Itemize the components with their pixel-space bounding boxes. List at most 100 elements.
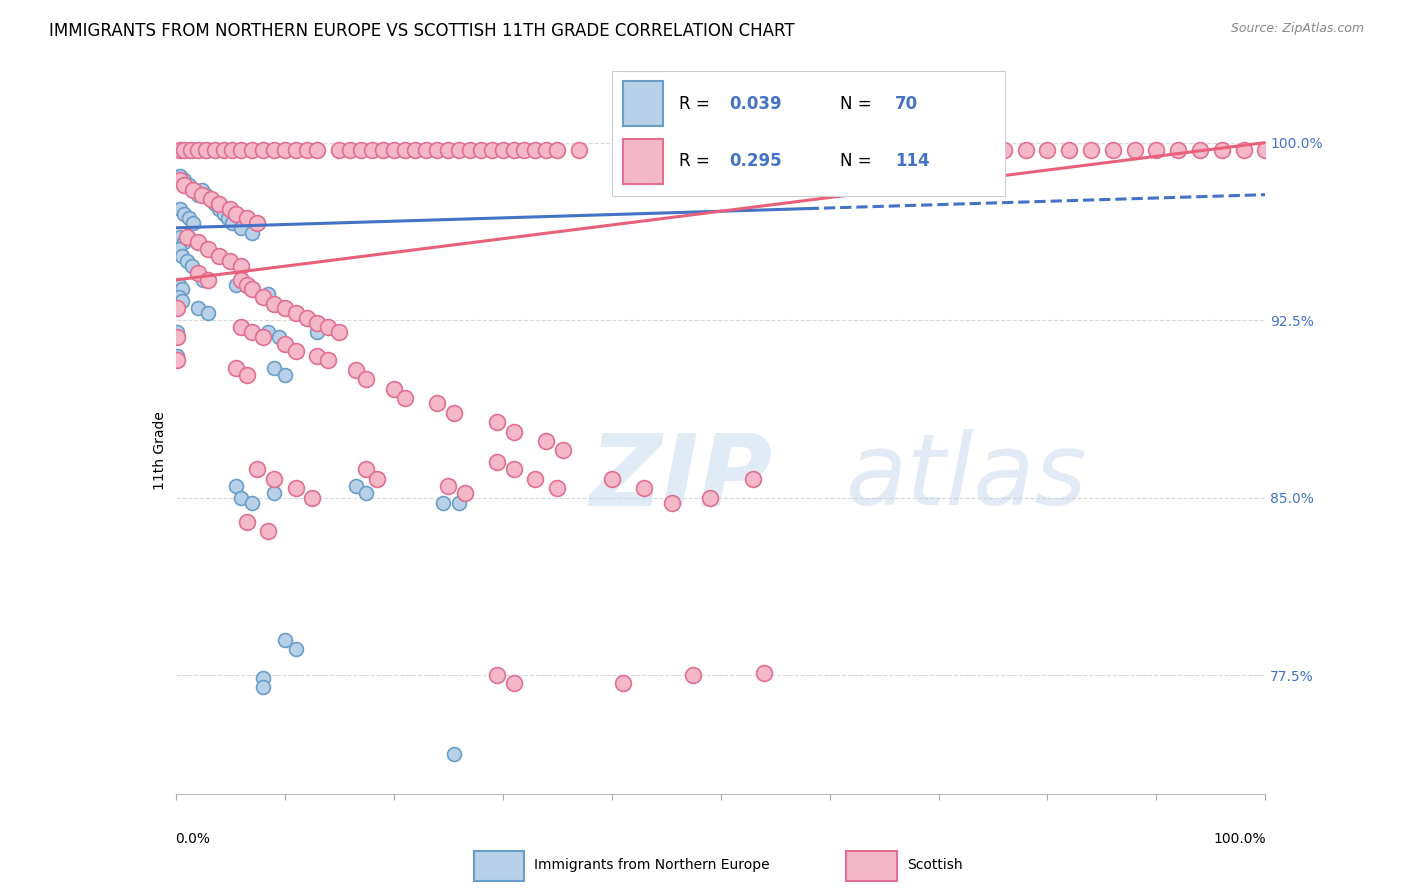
Point (180, 143, 202, 157)
Point (200, 193, 222, 207)
Point (186, 235, 209, 249)
Point (1167, 143, 1189, 157)
Point (235, 211, 257, 226)
Point (1211, 143, 1233, 157)
Point (274, 632, 297, 647)
Point (356, 462, 378, 476)
Point (173, 235, 195, 249)
Point (284, 343, 307, 358)
Point (204, 143, 226, 157)
Point (191, 143, 214, 157)
Point (443, 406, 465, 420)
Text: 0.039: 0.039 (730, 95, 782, 112)
Point (546, 481, 568, 495)
Text: 0.0%: 0.0% (174, 831, 209, 846)
Point (188, 143, 211, 157)
Point (167, 242, 190, 256)
Point (225, 479, 247, 493)
Point (200, 193, 222, 207)
Point (775, 143, 797, 157)
Text: IMMIGRANTS FROM NORTHERN EUROPE VS SCOTTISH 11TH GRADE CORRELATION CHART: IMMIGRANTS FROM NORTHERN EUROPE VS SCOTT… (49, 22, 794, 40)
Point (274, 368, 297, 382)
Point (169, 143, 191, 157)
Point (204, 143, 226, 157)
Point (502, 143, 524, 157)
Point (208, 202, 231, 216)
Point (197, 306, 219, 320)
Text: Immigrants from Northern Europe: Immigrants from Northern Europe (534, 858, 770, 872)
Point (502, 675, 524, 690)
Point (169, 143, 191, 157)
Point (443, 747, 465, 761)
Point (186, 143, 209, 157)
Point (796, 143, 818, 157)
Point (173, 143, 195, 157)
Point (437, 479, 460, 493)
Point (169, 230, 191, 244)
Point (486, 668, 509, 682)
Point (169, 202, 191, 216)
Point (486, 415, 509, 429)
Point (221, 143, 243, 157)
Point (458, 143, 481, 157)
Point (173, 206, 195, 220)
Point (176, 230, 198, 244)
Bar (623, 139, 662, 184)
Point (344, 479, 367, 493)
Point (1123, 143, 1146, 157)
Point (371, 143, 394, 157)
Point (405, 143, 427, 157)
Point (502, 462, 524, 476)
Point (970, 143, 993, 157)
Point (240, 325, 263, 339)
Point (231, 143, 253, 157)
Text: N =: N = (839, 95, 877, 112)
Point (231, 259, 253, 273)
Point (252, 681, 274, 695)
Point (263, 360, 285, 375)
Point (481, 143, 503, 157)
Point (180, 143, 202, 157)
Point (382, 143, 405, 157)
Point (453, 486, 475, 500)
Point (415, 143, 437, 157)
Point (318, 320, 340, 334)
Text: 70: 70 (896, 95, 918, 112)
Point (173, 178, 195, 193)
Point (181, 183, 204, 197)
Point (1232, 143, 1256, 157)
Point (257, 325, 280, 339)
Point (661, 495, 683, 509)
Point (263, 143, 285, 157)
Point (217, 211, 239, 226)
Point (231, 491, 253, 505)
Point (204, 197, 226, 211)
Point (356, 486, 378, 500)
Point (172, 249, 194, 263)
Point (177, 178, 200, 193)
Point (177, 211, 200, 226)
Point (534, 434, 557, 448)
Point (221, 216, 243, 230)
Point (841, 143, 863, 157)
Point (356, 372, 378, 386)
Point (173, 143, 195, 157)
Text: ZIP: ZIP (591, 429, 773, 526)
Point (742, 472, 765, 486)
Text: R =: R = (679, 95, 714, 112)
Point (301, 491, 323, 505)
Point (274, 337, 297, 351)
Point (184, 143, 207, 157)
Point (263, 296, 285, 310)
Text: 114: 114 (896, 153, 929, 170)
Y-axis label: 11th Grade: 11th Grade (153, 411, 167, 490)
Point (172, 143, 194, 157)
Point (235, 515, 257, 529)
Point (274, 301, 297, 316)
Point (307, 349, 329, 363)
Point (235, 277, 257, 292)
Point (862, 143, 884, 157)
Point (284, 143, 307, 157)
Text: Source: ZipAtlas.com: Source: ZipAtlas.com (1230, 22, 1364, 36)
Text: R =: R = (679, 153, 714, 170)
